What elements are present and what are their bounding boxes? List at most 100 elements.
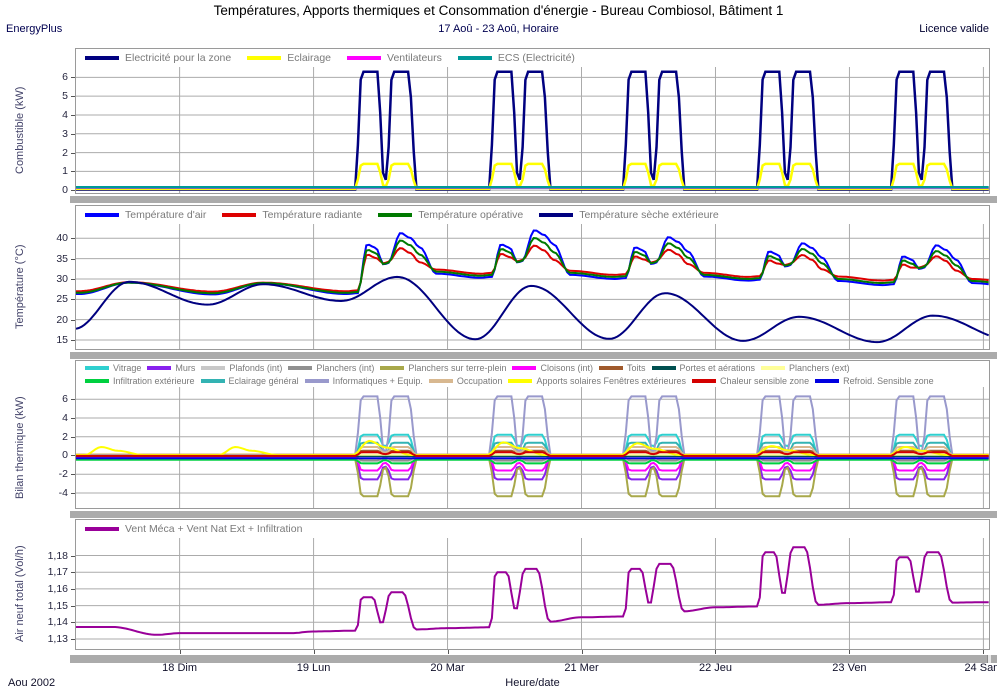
chart-scrollbar[interactable] — [70, 352, 997, 359]
legend-item-refroid-sensible-zone[interactable]: Refroid. Sensible zone — [815, 376, 934, 386]
legend-item-temp-rature-d-air[interactable]: Température d'air — [85, 209, 206, 221]
temperature-chart-plot[interactable] — [76, 224, 989, 349]
y-tick-label: 1,13 — [47, 632, 68, 645]
legend-swatch — [85, 365, 109, 370]
legend-item-electricit-pour-la-zone[interactable]: Electricité pour la zone — [85, 52, 231, 64]
legend-item-toits[interactable]: Toits — [598, 363, 646, 373]
legend-item-vitrage[interactable]: Vitrage — [85, 363, 141, 373]
y-tick-label: 2 — [62, 430, 68, 443]
fresh-air-chart-legend: Vent Méca + Vent Nat Ext + Infiltration — [76, 520, 989, 538]
legend-item-temp-rature-op-rative[interactable]: Température opérative — [378, 209, 523, 221]
legend-item-plafonds-int[interactable]: Plafonds (int) — [201, 363, 282, 373]
legend-swatch — [147, 365, 172, 370]
legend-swatch — [512, 365, 537, 370]
y-tick-label: 5 — [62, 90, 68, 103]
y-tick-mark — [71, 133, 75, 135]
legend-swatch — [247, 56, 282, 60]
energyplus-label: EnergyPlus — [6, 23, 63, 35]
y-tick-label: 20 — [56, 313, 68, 326]
legend-label: Apports solaires Fenêtres extérieures — [536, 375, 687, 386]
heat-balance-chart-plot[interactable] — [76, 387, 989, 508]
legend-label: Température d'air — [125, 209, 207, 221]
day-label: 20 Mar — [430, 662, 465, 674]
temperature-chart-box: Température d'air Température radiante Tem… — [75, 205, 990, 350]
y-tick-mark — [71, 299, 75, 301]
legend-swatch — [85, 213, 119, 217]
legend-item-planchers-sur-terre-plein[interactable]: Planchers sur terre-plein — [380, 363, 506, 373]
heat-balance-chart-legend: Vitrage Murs Plafonds (int) Planchers (int)… — [76, 361, 989, 387]
y-tick-label: 0 — [62, 184, 68, 197]
y-tick-mark — [71, 152, 75, 154]
legend-row: Vitrage Murs Plafonds (int) Planchers (int)… — [85, 361, 989, 374]
legend-item-eclairage[interactable]: Eclairage — [247, 52, 331, 64]
y-tick-mark — [71, 171, 75, 173]
legend-swatch — [815, 378, 840, 383]
y-tick-label: 1 — [62, 165, 68, 178]
fuel-chart-panel: Combustible (kW) Electricité pour la zon… — [0, 48, 997, 194]
legend-item-temp-rature-radiante[interactable]: Température radiante — [222, 209, 362, 221]
legend-item-planchers-int[interactable]: Planchers (int) — [288, 363, 374, 373]
y-tick-label: 30 — [56, 272, 68, 285]
legend-item-cloisons-int[interactable]: Cloisons (int) — [512, 363, 593, 373]
y-tick-mark — [71, 258, 75, 260]
legend-item-informatiques-equip[interactable]: Informatiques + Equip. — [304, 376, 423, 386]
legend-swatch — [378, 213, 413, 217]
fuel-chart-plot[interactable] — [76, 67, 989, 193]
fresh-air-chart-plot[interactable] — [76, 538, 989, 649]
legend-row: Température d'air Température radiante Tem… — [85, 209, 989, 221]
legend-label: ECS (Electricité) — [497, 52, 575, 64]
y-tick-label: 1,18 — [47, 549, 68, 562]
legend-swatch — [85, 527, 119, 531]
day-label: 18 Dim — [162, 662, 198, 674]
legend-item-planchers-ext[interactable]: Planchers (ext) — [761, 363, 850, 373]
legend-swatch — [428, 378, 453, 383]
horizontal-scrollbar[interactable] — [70, 655, 997, 663]
y-tick-label: 1,14 — [47, 616, 68, 629]
legend-swatch — [692, 378, 717, 383]
legend-swatch — [288, 365, 313, 370]
legend-item-apports-solaires-fen-tres-ext-rieures[interactable]: Apports solaires Fenêtres extérieures — [508, 376, 686, 386]
x-tick-mark — [179, 650, 181, 654]
y-tick-label: 4 — [62, 411, 68, 424]
y-tick-mark — [71, 436, 75, 438]
chart-scrollbar[interactable] — [70, 196, 997, 203]
legend-label: Planchers (int) — [316, 362, 375, 373]
series-line-temp-rature-s-che-ext-rieure — [76, 275, 989, 344]
legend-swatch — [222, 213, 257, 217]
fuel-chart-box: Electricité pour la zone Eclairage Ventila… — [75, 48, 990, 194]
y-tick-mark — [71, 340, 75, 342]
legend-item-temp-rature-s-che-ext-rieure[interactable]: Température sèche extérieure — [539, 209, 719, 221]
y-tick-mark — [71, 492, 75, 494]
y-tick-label: 15 — [56, 334, 68, 347]
legend-item-ecs-electricit[interactable]: ECS (Electricité) — [457, 52, 575, 64]
legend-item-eclairage-g-n-ral[interactable]: Eclairage général — [200, 376, 299, 386]
legend-item-murs[interactable]: Murs — [147, 363, 195, 373]
series-line-eclairage-g-n-ral — [76, 441, 989, 457]
y-tick-label: 40 — [56, 232, 68, 245]
series-line-temp-rature-radiante — [76, 244, 989, 293]
legend-row: Vent Méca + Vent Nat Ext + Infiltration — [85, 523, 989, 535]
legend-item-ventilateurs[interactable]: Ventilateurs — [347, 52, 442, 64]
legend-swatch — [508, 378, 533, 383]
legend-swatch — [598, 365, 623, 370]
legend-swatch — [304, 378, 329, 383]
day-label: 23 Ven — [832, 662, 867, 674]
chart-scrollbar[interactable] — [70, 511, 997, 518]
y-tick-label: 1,16 — [47, 582, 68, 595]
legend-item-occupation[interactable]: Occupation — [428, 376, 502, 386]
legend-label: Chaleur sensible zone — [720, 375, 810, 386]
y-tick-label: -4 — [58, 486, 68, 499]
legend-item-portes-et-a-rations[interactable]: Portes et aérations — [651, 363, 755, 373]
y-tick-mark — [71, 588, 75, 590]
heat-balance-chart-box: Vitrage Murs Plafonds (int) Planchers (int)… — [75, 360, 990, 509]
series-line-eclairage — [76, 162, 989, 191]
legend-label: Vent Méca + Vent Nat Ext + Infiltration — [125, 523, 303, 535]
legend-item-chaleur-sensible-zone[interactable]: Chaleur sensible zone — [692, 376, 809, 386]
y-tick-mark — [71, 605, 75, 607]
y-tick-mark — [71, 319, 75, 321]
legend-item-vent-m-ca-vent-nat-ext-infiltration[interactable]: Vent Méca + Vent Nat Ext + Infiltration — [85, 523, 302, 535]
day-label: 24 Sam — [964, 662, 997, 674]
legend-label: Température opérative — [418, 209, 524, 221]
y-tick-mark — [71, 278, 75, 280]
legend-item-infiltration-ext-rieure[interactable]: Infiltration extérieure — [85, 376, 195, 386]
